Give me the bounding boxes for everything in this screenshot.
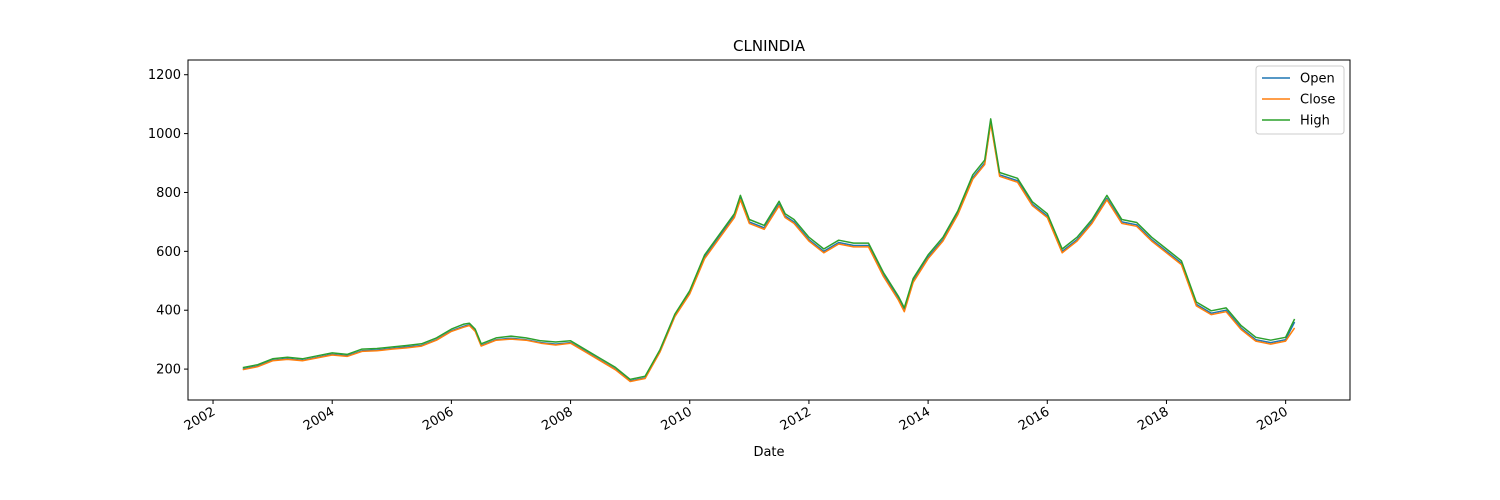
y-tick-label: 1200 [148, 68, 181, 83]
chart-title: CLNINDIA [733, 37, 806, 55]
series-line-high [242, 118, 1296, 381]
legend-box [1255, 65, 1345, 135]
legend-label-close: Close [1300, 93, 1335, 108]
plot-frame [187, 59, 1351, 401]
legend: Open Close High [1255, 65, 1345, 135]
y-tick-label: 400 [156, 304, 181, 319]
y-tick-label: 1000 [148, 127, 181, 142]
legend-label-high: High [1300, 114, 1330, 129]
legend-label-open: Open [1300, 72, 1335, 87]
series-line-close [242, 122, 1296, 383]
y-tick-label: 800 [156, 186, 181, 201]
x-axis-label: Date [753, 445, 784, 460]
y-tick-label: 600 [156, 245, 181, 260]
series-layer [242, 118, 1296, 383]
y-tick-label: 200 [156, 363, 181, 378]
